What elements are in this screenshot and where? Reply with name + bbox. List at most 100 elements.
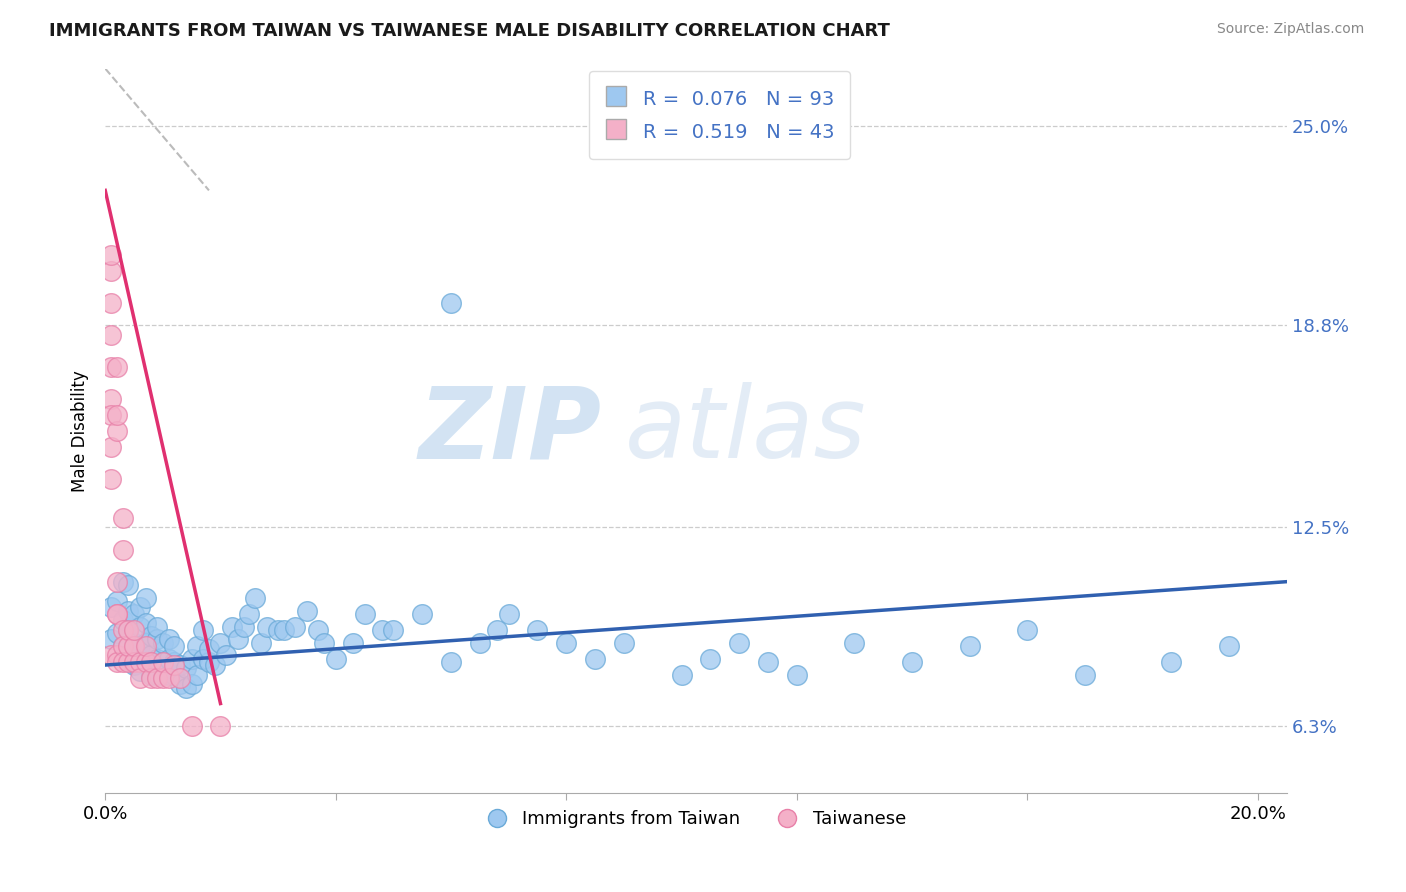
Point	[111, 510, 134, 524]
Point	[100, 392, 122, 406]
Point	[100, 263, 122, 277]
Point	[105, 607, 128, 621]
Point	[186, 667, 208, 681]
Point	[284, 619, 307, 633]
Point	[756, 655, 779, 669]
Text: IMMIGRANTS FROM TAIWAN VS TAIWANESE MALE DISABILITY CORRELATION CHART: IMMIGRANTS FROM TAIWAN VS TAIWANESE MALE…	[49, 22, 890, 40]
Point	[613, 635, 636, 649]
Y-axis label: Male Disability: Male Disability	[72, 370, 89, 491]
Point	[111, 655, 134, 669]
Point	[193, 651, 215, 665]
Point	[128, 665, 150, 679]
Point	[180, 719, 202, 733]
Point	[169, 671, 191, 685]
Point	[100, 472, 122, 486]
Point	[295, 603, 318, 617]
Point	[1218, 639, 1240, 653]
Point	[699, 651, 721, 665]
Point	[122, 607, 145, 621]
Point	[111, 613, 134, 627]
Point	[117, 623, 139, 637]
Point	[100, 295, 122, 310]
Point	[152, 667, 174, 681]
Point	[411, 607, 433, 621]
Point	[117, 655, 139, 669]
Point	[555, 635, 578, 649]
Point	[901, 655, 924, 669]
Point	[371, 623, 394, 637]
Point	[232, 619, 254, 633]
Point	[1160, 655, 1182, 669]
Point	[314, 635, 336, 649]
Point	[193, 623, 215, 637]
Point	[498, 607, 520, 621]
Point	[117, 623, 139, 637]
Point	[226, 632, 249, 647]
Point	[111, 542, 134, 557]
Point	[122, 623, 145, 637]
Point	[141, 629, 163, 643]
Point	[486, 623, 509, 637]
Point	[117, 639, 139, 653]
Point	[440, 295, 463, 310]
Point	[468, 635, 491, 649]
Point	[141, 655, 163, 669]
Point	[152, 635, 174, 649]
Point	[100, 327, 122, 342]
Point	[152, 671, 174, 685]
Point	[128, 655, 150, 669]
Point	[117, 648, 139, 663]
Point	[959, 639, 981, 653]
Point	[307, 623, 329, 637]
Point	[100, 600, 122, 615]
Point	[128, 619, 150, 633]
Point	[180, 677, 202, 691]
Point	[440, 655, 463, 669]
Point	[382, 623, 405, 637]
Point	[135, 655, 157, 669]
Point	[325, 651, 347, 665]
Point	[163, 667, 186, 681]
Point	[105, 359, 128, 374]
Point	[128, 639, 150, 653]
Point	[122, 639, 145, 653]
Point	[157, 651, 180, 665]
Point	[100, 359, 122, 374]
Point	[152, 655, 174, 669]
Point	[198, 642, 221, 657]
Point	[105, 424, 128, 438]
Point	[174, 661, 197, 675]
Point	[111, 639, 134, 653]
Point	[100, 247, 122, 261]
Point	[122, 655, 145, 669]
Point	[146, 619, 169, 633]
Point	[209, 635, 232, 649]
Point	[122, 635, 145, 649]
Point	[152, 655, 174, 669]
Point	[174, 681, 197, 695]
Point	[728, 635, 751, 649]
Point	[128, 671, 150, 685]
Point	[163, 658, 186, 673]
Point	[353, 607, 375, 621]
Point	[526, 623, 548, 637]
Point	[180, 651, 202, 665]
Point	[169, 658, 191, 673]
Point	[146, 632, 169, 647]
Point	[146, 671, 169, 685]
Point	[146, 651, 169, 665]
Point	[105, 626, 128, 640]
Point	[122, 658, 145, 673]
Point	[1074, 667, 1097, 681]
Point	[146, 667, 169, 681]
Point	[163, 639, 186, 653]
Point	[157, 667, 180, 681]
Point	[100, 440, 122, 454]
Point	[135, 635, 157, 649]
Point	[135, 591, 157, 605]
Point	[169, 677, 191, 691]
Point	[267, 623, 290, 637]
Point	[157, 671, 180, 685]
Point	[100, 408, 122, 422]
Point	[100, 648, 122, 663]
